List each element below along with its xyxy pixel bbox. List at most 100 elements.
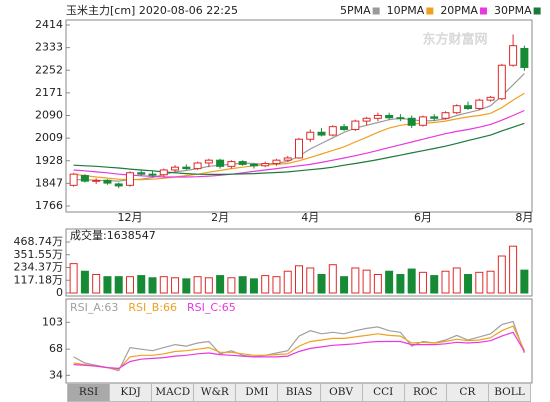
x-tick-label: 4月 — [301, 211, 319, 224]
y-tick-label: 1928 — [35, 154, 63, 167]
candle-body — [306, 131, 315, 140]
legend-label: RSI_C:65 — [187, 301, 236, 314]
legend-label: RSI_B:66 — [128, 301, 177, 314]
volume-bar — [227, 277, 236, 294]
candle-body — [464, 105, 473, 110]
y-tick-label: 2009 — [35, 131, 63, 144]
rsi-line — [73, 331, 525, 370]
tab[interactable]: DMI — [236, 383, 279, 402]
volume-bar — [295, 265, 303, 294]
volume-bar — [92, 274, 101, 294]
legend-label: 20PMA — [440, 4, 478, 17]
candle-body — [509, 45, 518, 66]
candle-body — [418, 116, 427, 126]
tab[interactable]: BIAS — [278, 383, 321, 402]
candle-body — [475, 99, 484, 110]
candle-body — [486, 96, 495, 101]
candle-body — [137, 172, 146, 175]
volume-bar — [340, 276, 349, 294]
ma-line — [73, 73, 525, 182]
chart-title: 玉米主力[cm] 2020-08-06 22:25 — [66, 4, 238, 17]
y-tick-label: 2090 — [35, 109, 63, 122]
ma-line — [73, 92, 525, 181]
y-tick-label: 351.55万 — [14, 248, 64, 261]
volume-bar — [148, 277, 157, 294]
y-tick-label: 117.18万 — [14, 273, 64, 286]
candle-body — [103, 179, 112, 184]
volume-bar — [452, 267, 461, 294]
ma-line — [73, 109, 525, 178]
volume-bar — [430, 275, 439, 294]
y-tick-label: 468.74万 — [14, 235, 64, 248]
y-tick-label: 1766 — [35, 199, 63, 212]
volume-bar — [317, 274, 326, 294]
candle-body — [373, 115, 382, 119]
x-tick-label: 12月 — [117, 211, 142, 224]
volume-bar — [283, 270, 292, 294]
y-tick-label: 2414 — [35, 18, 63, 31]
candle-body — [238, 161, 247, 165]
x-tick-label: 2月 — [211, 211, 229, 224]
volume-bar — [520, 269, 529, 294]
rsi-line — [73, 325, 525, 370]
volume-bar — [182, 278, 191, 294]
candle-body — [92, 179, 101, 182]
tab[interactable]: CCI — [362, 383, 405, 402]
volume-bar — [114, 276, 123, 294]
candle-body — [204, 159, 213, 164]
candle-body — [430, 116, 439, 119]
volume-bar — [475, 271, 484, 294]
tab[interactable]: ROC — [404, 383, 447, 402]
tab[interactable]: MACD — [152, 383, 195, 402]
candle-body — [182, 166, 191, 170]
candle-body — [407, 117, 416, 126]
tab[interactable]: OBV — [320, 383, 363, 402]
candle-body — [148, 173, 157, 176]
x-tick-label: 6月 — [414, 211, 432, 224]
tab[interactable]: BOLL — [488, 383, 532, 402]
volume-bar — [373, 274, 382, 294]
volume-bar — [193, 276, 202, 294]
candle-body — [452, 105, 461, 114]
volume-bar — [272, 276, 281, 294]
candle-body — [171, 166, 180, 171]
candle-body — [362, 117, 371, 122]
tab[interactable]: RSI — [67, 383, 111, 402]
legend-swatch — [479, 7, 487, 15]
volume-bar — [328, 264, 337, 294]
volume-bar — [396, 274, 405, 294]
volume-bar — [486, 270, 495, 294]
y-tick-label: 2171 — [35, 86, 63, 99]
volume-bar — [137, 275, 146, 294]
candle-body — [396, 117, 405, 120]
legend-swatch — [372, 7, 380, 15]
watermark: 东方财富网 — [422, 32, 487, 48]
ma-line — [73, 122, 525, 175]
candle-body — [317, 131, 326, 136]
legend-swatch — [426, 7, 434, 15]
indicator-tabs: RSI KDJ MACD W&R DMI BIAS OBV CCI ROC CR BOLL — [67, 383, 532, 402]
candle-body — [497, 64, 506, 100]
legend-label: 5PMA — [340, 4, 371, 17]
candle-body — [351, 120, 360, 130]
candle-body — [159, 169, 168, 176]
candle-body — [385, 115, 394, 119]
volume-bar — [69, 263, 78, 294]
volume-title: 成交量:1638547 — [70, 228, 156, 242]
volume-bar — [407, 268, 416, 294]
volume-bar — [351, 267, 360, 294]
candle-body — [328, 126, 337, 136]
volume-bar — [385, 270, 394, 294]
legend-label: 30PMA — [494, 4, 532, 17]
candle-body — [69, 173, 78, 186]
tab[interactable]: KDJ — [110, 383, 153, 402]
tab[interactable]: W&R — [194, 383, 237, 402]
candle-body — [283, 157, 292, 161]
y-tick-label: 103 — [42, 315, 63, 328]
volume-bar — [261, 275, 270, 294]
candle-body — [80, 175, 89, 182]
y-tick-label: 68 — [49, 342, 63, 355]
tab[interactable]: CR — [446, 383, 489, 402]
